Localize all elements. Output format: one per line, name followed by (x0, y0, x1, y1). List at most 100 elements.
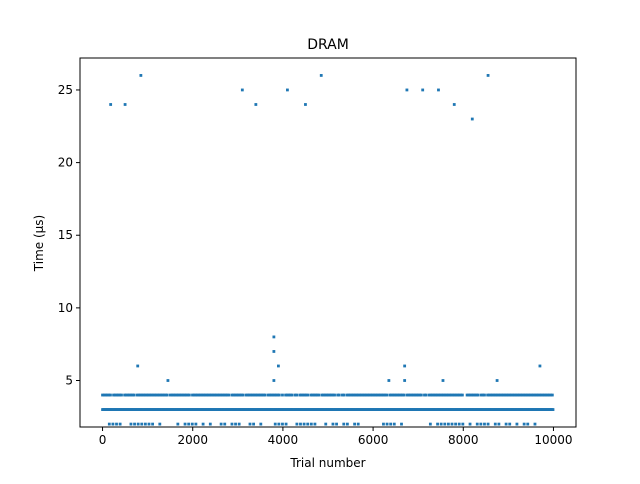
data-point (225, 393, 229, 397)
data-point (481, 393, 485, 397)
data-point (222, 393, 226, 397)
data-point (107, 393, 111, 397)
data-point (337, 393, 341, 397)
data-point (263, 393, 267, 397)
data-point (331, 422, 335, 426)
data-point (181, 393, 185, 397)
data-point (266, 393, 270, 397)
data-point (326, 393, 330, 397)
data-point (494, 393, 497, 397)
data-point (403, 364, 407, 368)
data-point (352, 393, 355, 397)
data-point (191, 393, 194, 397)
data-point (446, 422, 450, 426)
data-point (237, 422, 241, 426)
data-point (416, 393, 420, 397)
data-point (427, 393, 431, 397)
data-point (151, 393, 155, 397)
data-point (284, 422, 288, 426)
y-tick-label: 20 (58, 156, 73, 170)
data-point (142, 393, 145, 397)
data-point (468, 393, 472, 397)
data-point (380, 393, 384, 397)
data-point (187, 393, 191, 397)
data-point (408, 393, 412, 397)
data-point (201, 422, 205, 426)
data-point (234, 422, 237, 426)
data-point (254, 393, 258, 397)
data-point (284, 393, 288, 397)
data-point (359, 393, 363, 397)
data-point (324, 422, 328, 426)
data-point (428, 422, 432, 426)
data-point (240, 393, 243, 397)
data-point (459, 393, 463, 397)
data-point (535, 393, 538, 397)
data-point (258, 393, 262, 397)
data-point (109, 103, 113, 106)
x-tick-label: 6000 (358, 433, 389, 447)
data-point (320, 393, 324, 397)
data-point (421, 88, 425, 92)
data-point (241, 393, 245, 397)
data-point (382, 393, 385, 397)
data-point (402, 393, 406, 397)
data-point (240, 88, 244, 92)
data-point (115, 393, 119, 397)
data-point (389, 393, 393, 397)
data-point (470, 117, 474, 121)
data-point (502, 393, 505, 397)
data-point (400, 422, 403, 426)
data-point (116, 393, 120, 397)
data-point (363, 393, 366, 397)
data-point (495, 393, 499, 397)
data-point (500, 393, 504, 397)
data-point (434, 393, 437, 397)
data-point (236, 393, 240, 397)
data-point (169, 393, 172, 397)
data-point (541, 393, 545, 397)
data-point (270, 393, 273, 397)
data-point (183, 393, 187, 397)
data-point (479, 393, 483, 397)
data-point (551, 408, 555, 411)
data-point (366, 393, 370, 397)
data-point (183, 422, 187, 426)
data-point (383, 393, 387, 397)
data-point (490, 393, 494, 397)
data-point (314, 393, 317, 397)
data-point (391, 393, 395, 397)
data-point (208, 393, 212, 397)
data-point (369, 393, 373, 397)
data-point (435, 393, 439, 397)
data-point (102, 393, 106, 397)
data-point (244, 393, 248, 397)
data-point (135, 393, 139, 397)
data-point (295, 393, 299, 397)
data-point (136, 364, 140, 368)
data-point (313, 422, 317, 426)
data-point (140, 422, 144, 426)
data-point (470, 393, 474, 397)
data-point (399, 393, 403, 397)
data-point (516, 393, 520, 397)
data-point (251, 393, 254, 397)
data-point (479, 422, 483, 426)
data-point (457, 422, 461, 426)
chart-title: DRAM (307, 37, 349, 53)
y-tick-label: 10 (58, 301, 73, 315)
data-point (461, 422, 465, 426)
data-point (325, 393, 329, 397)
data-point (147, 422, 151, 426)
data-point (322, 393, 325, 397)
data-point (273, 393, 276, 397)
data-point (533, 393, 537, 397)
data-point (522, 393, 526, 397)
data-point (378, 393, 382, 397)
data-point (224, 393, 228, 397)
data-point (423, 393, 426, 397)
data-point (473, 393, 477, 397)
x-tick-label: 4000 (268, 433, 299, 447)
